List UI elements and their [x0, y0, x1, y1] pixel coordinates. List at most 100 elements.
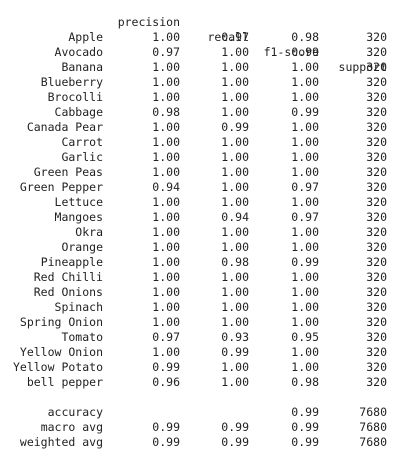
f1-score-value: 1.00 [291, 240, 319, 254]
class-label: Okra [75, 225, 103, 239]
support-value: 7680 [359, 435, 387, 449]
support-value: 320 [366, 360, 387, 374]
table-row: Avocado 0.97 1.00 0.99 320 [0, 45, 407, 60]
class-label: Lettuce [54, 195, 103, 209]
recall-value: 0.94 [221, 210, 249, 224]
f1-score-value: 1.00 [291, 195, 319, 209]
f1-score-value: 0.99 [291, 105, 319, 119]
support-value: 320 [366, 30, 387, 44]
class-label: Yellow Potato [12, 360, 103, 374]
f1-score-value: 1.00 [291, 300, 319, 314]
class-label: Red Onions [33, 285, 103, 299]
precision-value: 1.00 [152, 315, 180, 329]
support-value: 320 [366, 240, 387, 254]
support-value: 320 [366, 210, 387, 224]
f1-score-value: 0.99 [291, 435, 319, 449]
support-value: 320 [366, 165, 387, 179]
support-value: 320 [366, 135, 387, 149]
f1-score-value: 0.97 [291, 210, 319, 224]
support-value: 7680 [359, 405, 387, 419]
support-value: 320 [366, 255, 387, 269]
summary-row: macro avg 0.99 0.99 0.99 7680 [0, 420, 407, 435]
support-value: 320 [366, 345, 387, 359]
f1-score-value: 1.00 [291, 135, 319, 149]
recall-value: 0.93 [221, 330, 249, 344]
precision-value: 1.00 [152, 345, 180, 359]
recall-value: 1.00 [221, 180, 249, 194]
f1-score-value: 0.99 [291, 420, 319, 434]
precision-value: 0.97 [152, 45, 180, 59]
support-value: 320 [366, 90, 387, 104]
f1-score-value: 1.00 [291, 120, 319, 134]
support-value: 320 [366, 150, 387, 164]
recall-value: 1.00 [221, 375, 249, 389]
precision-value: 0.96 [152, 375, 180, 389]
support-value: 320 [366, 300, 387, 314]
recall-value: 1.00 [221, 105, 249, 119]
f1-score-value: 1.00 [291, 225, 319, 239]
class-label: Carrot [61, 135, 103, 149]
support-value: 320 [366, 120, 387, 134]
f1-score-value: 0.98 [291, 375, 319, 389]
class-label: Red Chilli [33, 270, 103, 284]
f1-score-value: 1.00 [291, 75, 319, 89]
recall-value: 1.00 [221, 270, 249, 284]
table-row: Orange 1.00 1.00 1.00 320 [0, 240, 407, 255]
precision-value: 0.94 [152, 180, 180, 194]
table-row: Green Peas 1.00 1.00 1.00 320 [0, 165, 407, 180]
precision-value: 0.99 [152, 420, 180, 434]
class-label: Green Pepper [19, 180, 103, 194]
support-value: 320 [366, 285, 387, 299]
report-header-row: precision recall f1-score support [0, 0, 407, 74]
precision-value: 1.00 [152, 150, 180, 164]
table-row: Lettuce 1.00 1.00 1.00 320 [0, 195, 407, 210]
recall-value: 1.00 [221, 60, 249, 74]
support-value: 320 [366, 330, 387, 344]
precision-value: 1.00 [152, 30, 180, 44]
class-label: Spinach [54, 300, 103, 314]
support-value: 320 [366, 105, 387, 119]
table-row: Garlic 1.00 1.00 1.00 320 [0, 150, 407, 165]
recall-value: 0.99 [221, 435, 249, 449]
f1-score-value: 0.99 [291, 45, 319, 59]
support-value: 320 [366, 270, 387, 284]
table-row: Cabbage 0.98 1.00 0.99 320 [0, 105, 407, 120]
table-row: Blueberry 1.00 1.00 1.00 320 [0, 75, 407, 90]
table-row: Red Chilli 1.00 1.00 1.00 320 [0, 270, 407, 285]
table-row: Okra 1.00 1.00 1.00 320 [0, 225, 407, 240]
class-label: Garlic [61, 150, 103, 164]
recall-value: 0.99 [221, 345, 249, 359]
precision-value: 0.98 [152, 105, 180, 119]
table-row: Apple 1.00 0.97 0.98 320 [0, 30, 407, 45]
table-row: Red Onions 1.00 1.00 1.00 320 [0, 285, 407, 300]
precision-value: 1.00 [152, 90, 180, 104]
table-row: Mangoes 1.00 0.94 0.97 320 [0, 210, 407, 225]
precision-value: 1.00 [152, 135, 180, 149]
recall-value: 1.00 [221, 150, 249, 164]
support-value: 320 [366, 195, 387, 209]
table-row: Tomato 0.97 0.93 0.95 320 [0, 330, 407, 345]
f1-score-value: 0.95 [291, 330, 319, 344]
class-label: Green Peas [33, 165, 103, 179]
class-label: Brocolli [47, 90, 103, 104]
f1-score-value: 1.00 [291, 60, 319, 74]
recall-value: 1.00 [221, 225, 249, 239]
support-value: 320 [366, 315, 387, 329]
recall-value: 1.00 [221, 315, 249, 329]
table-row: Brocolli 1.00 1.00 1.00 320 [0, 90, 407, 105]
recall-value: 0.99 [221, 420, 249, 434]
precision-value: 1.00 [152, 165, 180, 179]
support-value: 320 [366, 45, 387, 59]
class-label: Cabbage [54, 105, 103, 119]
f1-score-value: 1.00 [291, 270, 319, 284]
table-row: Pineapple 1.00 0.98 0.99 320 [0, 255, 407, 270]
f1-score-value: 0.99 [291, 405, 319, 419]
support-value: 320 [366, 375, 387, 389]
class-label: Mangoes [54, 210, 103, 224]
f1-score-value: 1.00 [291, 165, 319, 179]
support-value: 320 [366, 60, 387, 74]
recall-value: 1.00 [221, 135, 249, 149]
class-label: Pineapple [40, 255, 103, 269]
header-precision: precision [117, 15, 180, 29]
recall-value: 1.00 [221, 195, 249, 209]
